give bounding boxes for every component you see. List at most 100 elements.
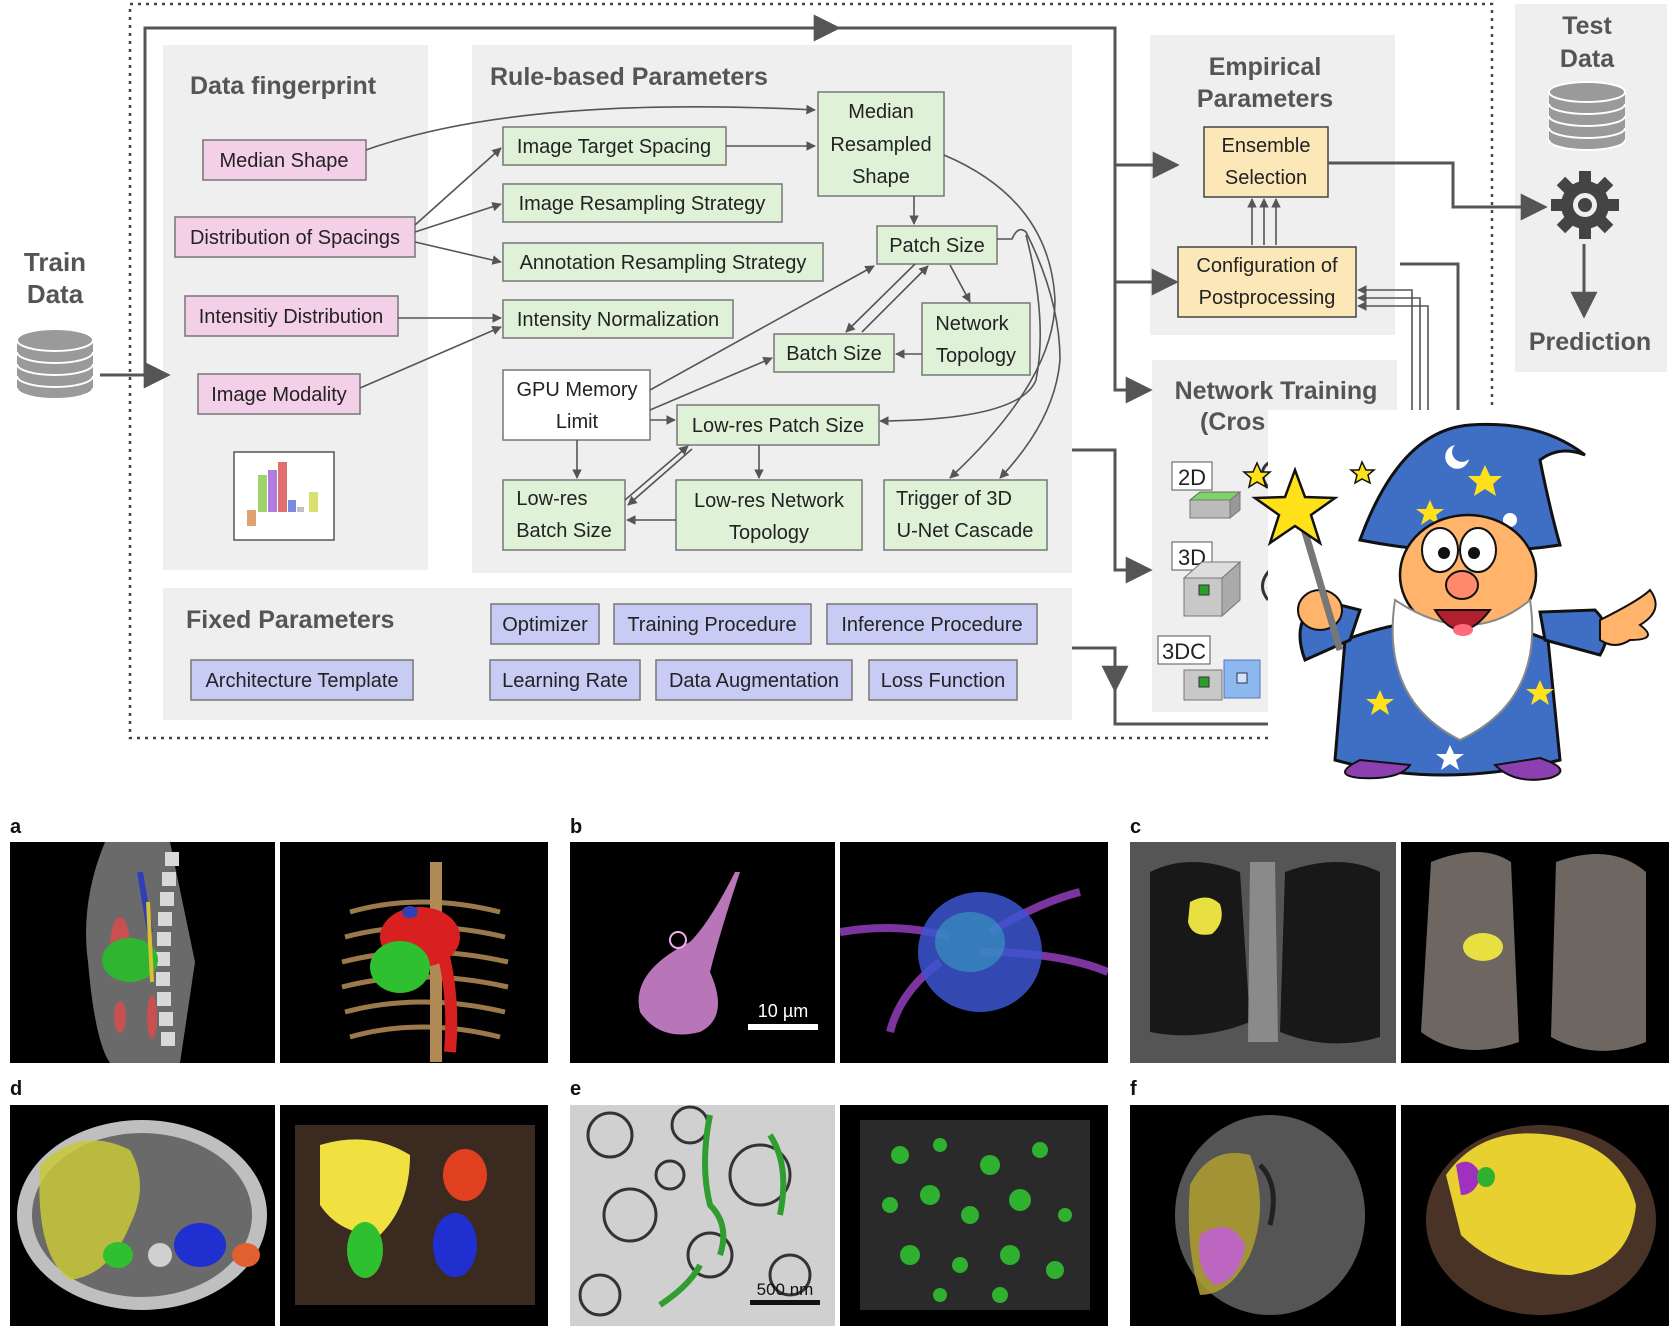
scalebar-e: 500 nm — [757, 1280, 814, 1299]
network-topology-text-1: Network — [935, 313, 1009, 335]
fingerprint-title: Data fingerprint — [190, 72, 377, 100]
panel-label-c: c — [1130, 816, 1142, 838]
patch-size-text: Patch Size — [889, 235, 985, 257]
annot-resampling-box — [502, 242, 824, 282]
test-database-icon — [1548, 81, 1626, 151]
image-modality-box — [197, 373, 361, 415]
panel-label-d: d — [10, 1078, 23, 1100]
trigger-cascade-text-2: U-Net Cascade — [897, 520, 1034, 542]
training-proc-box — [613, 603, 812, 645]
panel-b-cell: 10 µm — [570, 842, 835, 1063]
target-spacing-text: Image Target Spacing — [517, 136, 711, 158]
prediction-label: Prediction — [1529, 328, 1651, 356]
panel-d-3d — [280, 1105, 548, 1326]
test-data-label-2: Data — [1560, 45, 1615, 73]
low-res-batch-text-2: Batch Size — [516, 520, 612, 542]
config-3d: 3D — [1171, 541, 1242, 618]
empirical-title-2: Parameters — [1197, 85, 1333, 113]
spacings-text: Distribution of Spacings — [190, 227, 400, 249]
test-data-label-1: Test — [1562, 12, 1612, 40]
ensemble-box — [1203, 126, 1329, 198]
low-res-topology-text-2: Topology — [729, 522, 809, 544]
nnunet-pipeline-diagram: Train Data Data fingerprint Rule-based P… — [16, 2, 1676, 790]
panel-label-f: f — [1130, 1078, 1137, 1100]
network-topology-box — [921, 302, 1031, 376]
fixed-title: Fixed Parameters — [186, 606, 394, 634]
inference-proc-box — [826, 603, 1038, 645]
median-resampled-box — [817, 91, 945, 197]
database-icon — [16, 328, 94, 400]
panel-label-b: b — [570, 816, 583, 838]
intensity-dist-text: Intensitiy Distribution — [199, 306, 384, 328]
panel-f-3d — [1401, 1105, 1669, 1326]
learning-rate-box — [489, 659, 641, 701]
patch-size-box — [876, 225, 998, 265]
segmentation-examples: a b c d e f — [0, 800, 1676, 1337]
median-shape-box — [202, 139, 367, 181]
low-res-batch-text-1: Low-res — [516, 488, 587, 510]
intensity-norm-text: Intensity Normalization — [517, 309, 719, 331]
ensemble-text-1: Ensemble — [1222, 135, 1311, 157]
panel-c-ct — [1130, 842, 1396, 1063]
panel-a-3d — [280, 842, 548, 1063]
loss-fn-text: Loss Function — [881, 670, 1006, 692]
histogram-icon — [233, 451, 335, 541]
resampling-box — [502, 183, 783, 223]
svg-text:3DC: 3DC — [1162, 639, 1206, 664]
empirical-title-1: Empirical — [1209, 53, 1322, 81]
low-res-patch-text: Low-res Patch Size — [692, 415, 864, 437]
ensemble-text-2: Selection — [1225, 167, 1307, 189]
median-shape-text: Median Shape — [220, 150, 349, 172]
batch-size-text: Batch Size — [786, 343, 882, 365]
optimizer-box — [490, 603, 600, 645]
training-proc-text: Training Procedure — [627, 614, 796, 636]
panel-a-ct — [10, 842, 275, 1063]
intensity-norm-box — [502, 299, 734, 339]
image-modality-text: Image Modality — [211, 384, 347, 406]
panel-label-e: e — [570, 1078, 582, 1100]
arch-template-text: Architecture Template — [205, 670, 398, 692]
panel-label-a: a — [10, 816, 22, 838]
panel-e-em: 500 nm — [570, 1105, 835, 1326]
gpu-memory-text-1: GPU Memory — [516, 379, 637, 401]
low-res-topology-box — [675, 479, 863, 551]
spacings-box — [174, 216, 416, 258]
svg-text:2D: 2D — [1178, 465, 1206, 490]
config-3dc: 3DC — [1157, 635, 1261, 701]
train-data-label-2: Data — [27, 279, 84, 309]
trigger-cascade-text-1: Trigger of 3D — [896, 488, 1012, 510]
network-topology-text-2: Topology — [936, 345, 1016, 367]
median-resampled-text-2: Resampled — [830, 134, 931, 156]
panel-f-mri — [1130, 1105, 1396, 1326]
panel-c-3d — [1401, 842, 1669, 1063]
batch-size-box — [773, 333, 895, 373]
panel-b-3d — [840, 842, 1108, 1063]
postprocessing-text-1: Configuration of — [1196, 255, 1338, 277]
arch-template-box — [190, 659, 414, 701]
trigger-cascade-box — [883, 479, 1048, 551]
postprocessing-box — [1177, 246, 1357, 318]
postprocessing-text-2: Postprocessing — [1199, 287, 1336, 309]
median-resampled-text-1: Median — [848, 101, 914, 123]
gpu-memory-box — [502, 369, 651, 441]
median-resampled-text-3: Shape — [852, 166, 910, 188]
scalebar-b: 10 µm — [758, 1001, 808, 1021]
low-res-patch-box — [676, 404, 880, 446]
config-2d: 2D — [1171, 461, 1242, 520]
training-title-2: (Cros — [1200, 408, 1265, 436]
learning-rate-text: Learning Rate — [502, 670, 628, 692]
inference-proc-text: Inference Procedure — [841, 614, 1022, 636]
intensity-dist-box — [184, 295, 399, 337]
panel-e-3d — [840, 1105, 1108, 1326]
optimizer-text: Optimizer — [502, 614, 588, 636]
annot-resampling-text: Annotation Resampling Strategy — [520, 252, 807, 274]
resampling-text: Image Resampling Strategy — [519, 193, 766, 215]
wizard-illustration — [1241, 410, 1676, 790]
low-res-batch-box — [502, 479, 626, 551]
loss-fn-box — [868, 659, 1018, 701]
data-aug-text: Data Augmentation — [669, 670, 839, 692]
gear-icon — [1551, 171, 1619, 239]
rule-title: Rule-based Parameters — [490, 63, 768, 91]
low-res-topology-text-1: Low-res Network — [694, 490, 845, 512]
panel-d-mri — [10, 1105, 275, 1326]
